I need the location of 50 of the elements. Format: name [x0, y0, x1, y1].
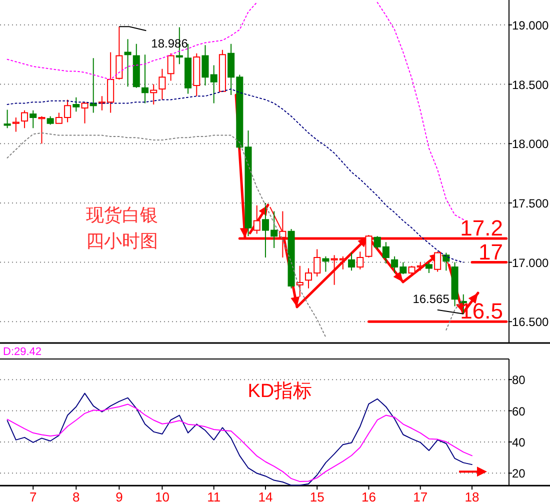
x-tick-label: 18 — [464, 490, 480, 504]
y-tick-label: 19.000 — [512, 18, 550, 32]
candlestick — [150, 84, 158, 105]
x-tick-label: 14 — [258, 490, 273, 504]
candlestick — [451, 262, 458, 307]
y-tick-label: 18.000 — [512, 137, 550, 152]
y-tick-label: 20 — [512, 466, 526, 481]
x-tick-label: 7 — [30, 490, 37, 504]
candlestick — [116, 26, 123, 80]
annotation: KD指标 — [248, 381, 312, 402]
annotation: 四小时图 — [86, 231, 158, 252]
x-tick-label: 11 — [207, 490, 221, 504]
candlestick — [132, 43, 140, 88]
x-tick-label: 16 — [362, 490, 376, 504]
candlestick — [30, 110, 37, 129]
candlestick — [46, 116, 54, 126]
candlestick — [218, 49, 226, 92]
annotation: 16.565 — [412, 292, 450, 306]
y-tick-label: 17.000 — [512, 256, 550, 270]
candlestick — [12, 117, 20, 132]
candlestick — [72, 96, 80, 112]
y-tick-label: 40 — [512, 435, 526, 450]
candlestick — [202, 44, 209, 86]
line-series — [6, 404, 472, 482]
x-tick-label: 10 — [154, 490, 170, 504]
candlestick — [167, 52, 174, 82]
candlestick — [21, 110, 28, 129]
annotation: 16.5 — [460, 298, 503, 324]
annotation: 17 — [478, 239, 503, 264]
text: D:29.42 — [3, 346, 42, 358]
y-tick-label: 80 — [512, 373, 526, 388]
candlestick — [81, 102, 88, 124]
annotation: 现货白银 — [86, 205, 158, 226]
candlestick — [158, 68, 166, 100]
x-tick-label: 8 — [72, 490, 80, 504]
x-tick-label: 9 — [116, 490, 123, 504]
candlestick — [210, 64, 218, 104]
y-tick-label: 18.500 — [512, 78, 550, 92]
candlestick — [193, 52, 200, 97]
candlestick — [124, 38, 132, 88]
candlestick — [38, 116, 46, 144]
candlestick — [141, 54, 149, 104]
y-tick-label: 16.500 — [512, 315, 550, 330]
candlestick — [90, 58, 97, 114]
candlestick — [4, 109, 11, 129]
annotation: 17.2 — [460, 216, 503, 241]
y-tick-label: 17.500 — [512, 196, 550, 210]
x-tick-label: 17 — [413, 490, 428, 504]
x-tick-label: 15 — [310, 490, 324, 504]
y-tick-label: 60 — [512, 404, 526, 418]
